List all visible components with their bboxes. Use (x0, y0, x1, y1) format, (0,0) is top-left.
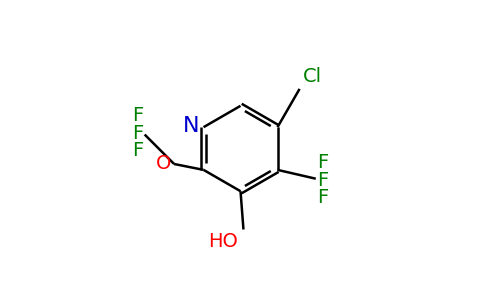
Text: F: F (132, 124, 143, 142)
Text: F: F (317, 153, 329, 172)
Text: O: O (156, 154, 171, 173)
Text: F: F (317, 188, 329, 207)
Text: Cl: Cl (302, 67, 322, 86)
Text: F: F (132, 106, 143, 125)
Text: HO: HO (208, 232, 238, 251)
Text: F: F (132, 141, 143, 160)
Text: F: F (317, 171, 329, 190)
Text: N: N (182, 116, 199, 136)
